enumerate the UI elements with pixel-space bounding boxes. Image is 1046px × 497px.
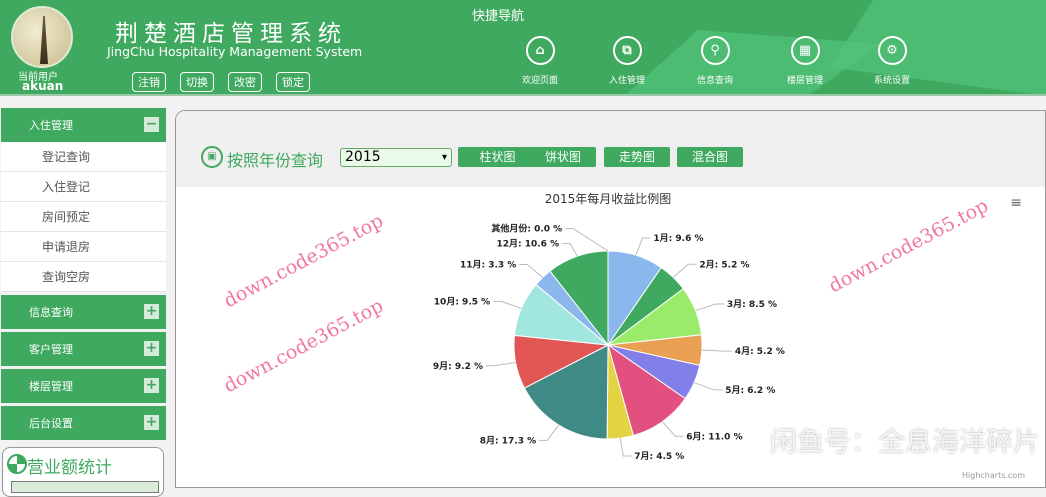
data-label: 5月: 6.2 %	[725, 385, 775, 396]
home-icon: ⌂	[525, 36, 555, 65]
label-connector	[635, 237, 651, 256]
data-label: 12月: 10.6 %	[496, 239, 559, 250]
pie-chart-button[interactable]: 饼状图	[530, 147, 596, 167]
data-label: 11月: 3.3 %	[460, 260, 516, 271]
year-select[interactable]: 2015	[340, 148, 452, 167]
username: akuan	[22, 79, 64, 93]
group-label: 楼层管理	[29, 380, 73, 393]
collapse-icon[interactable]: −	[144, 116, 159, 132]
sidebar-item[interactable]: 登记查询	[1, 142, 166, 172]
mixed-chart-button[interactable]: 混合图	[677, 147, 743, 167]
quick-nav-checkin[interactable]: ⧉ 入住管理	[587, 36, 667, 86]
sidebar-group-admin[interactable]: 后台设置 +	[1, 406, 166, 440]
data-label: 3月: 8.5 %	[727, 299, 777, 310]
expand-icon[interactable]: +	[144, 377, 159, 393]
pie-slice[interactable]	[523, 344, 609, 440]
data-label: 2月: 5.2 %	[699, 259, 749, 270]
nav-label: 信息查询	[696, 76, 733, 86]
group-label: 信息查询	[29, 306, 73, 319]
nav-label: 系统设置	[873, 76, 910, 86]
query-label: 按照年份查询	[227, 151, 324, 170]
logout-button[interactable]: 注销	[132, 72, 166, 92]
nav-label: 入住管理	[608, 76, 645, 86]
current-user-label: 当前用户	[18, 72, 58, 83]
sidebar-group-checkin[interactable]: 入住管理 −	[1, 108, 166, 142]
trend-chart-button[interactable]: 走势图	[604, 147, 670, 167]
data-label: 9月: 9.2 %	[433, 361, 483, 372]
sidebar-group-customer[interactable]: 客户管理 +	[1, 332, 166, 366]
nav-label: 楼层管理	[786, 76, 823, 86]
checkin-icon: ⧉	[612, 36, 642, 65]
calendar-icon: ▣	[201, 146, 223, 168]
label-connector	[619, 438, 632, 457]
quick-nav-info[interactable]: ⚲ 信息查询	[675, 36, 755, 86]
app-subtitle: JingChu Hospitality Management System	[107, 44, 363, 59]
switch-user-button[interactable]: 切换	[180, 72, 214, 92]
nav-label: 欢迎页面	[521, 76, 558, 86]
sidebar-item[interactable]: 申请退房	[1, 232, 166, 262]
label-connector	[695, 303, 724, 312]
chart-credits[interactable]: Highcharts.com	[962, 471, 1025, 480]
stats-title: 营业额统计	[27, 458, 112, 478]
sidebar-group-floor[interactable]: 楼层管理 +	[1, 369, 166, 403]
chart-title: 2015年每月收益比例图	[545, 191, 672, 206]
data-label: 8月: 17.3 %	[480, 435, 536, 446]
change-password-button[interactable]: 改密	[228, 72, 262, 92]
header: 当前用户 akuan 荆楚酒店管理系统 JingChu Hospitality …	[0, 0, 1046, 96]
data-label: 7月: 4.5 %	[634, 451, 684, 462]
pie-icon	[7, 454, 27, 474]
expand-icon[interactable]: +	[144, 303, 159, 319]
watermark: 闲鱼号：全息海洋碎片	[770, 427, 1040, 458]
expand-icon[interactable]: +	[144, 340, 159, 356]
query-bar: ▣ 按照年份查询 2015 柱状图 饼状图 走势图 混合图	[176, 111, 1045, 187]
sidebar-group-info[interactable]: 信息查询 +	[1, 295, 166, 329]
data-label: 6月: 11.0 %	[686, 431, 742, 442]
sidebar-item[interactable]: 入住登记	[1, 172, 166, 202]
lock-button[interactable]: 锁定	[276, 72, 310, 92]
search-icon: ⚲	[700, 36, 730, 65]
quick-nav-floor[interactable]: ▦ 楼层管理	[765, 36, 845, 86]
label-connector	[562, 243, 578, 257]
bar-chart-button[interactable]: 柱状图	[458, 147, 537, 167]
quick-nav-title: 快捷导航	[472, 9, 525, 24]
sidebar-item[interactable]: 查询空房	[1, 262, 166, 292]
quick-nav-settings[interactable]: ⚙ 系统设置	[852, 36, 932, 86]
menu-icon[interactable]: ≡	[1010, 195, 1022, 211]
quick-nav-welcome[interactable]: ⌂ 欢迎页面	[500, 36, 580, 86]
avatar[interactable]	[11, 6, 73, 68]
app-title: 荆楚酒店管理系统	[115, 21, 347, 47]
expand-icon[interactable]: +	[144, 414, 159, 430]
label-connector	[493, 300, 522, 309]
data-label: 其他月份: 0.0 %	[491, 223, 562, 235]
sidebar-item[interactable]: 房间预定	[1, 202, 166, 232]
label-connector	[662, 421, 684, 437]
label-connector	[672, 263, 697, 278]
label-connector	[701, 349, 732, 352]
data-label: 4月: 5.2 %	[735, 346, 785, 357]
grid-icon: ▦	[790, 36, 820, 65]
label-connector	[693, 382, 723, 391]
label-connector	[539, 424, 560, 441]
data-label: 1月: 9.6 %	[653, 233, 703, 244]
sidebar: 入住管理 − 登记查询 入住登记 房间预定 申请退房 查询空房 信息查询 + 客户管…	[1, 108, 166, 443]
gear-icon: ⚙	[877, 36, 907, 65]
label-connector	[565, 228, 609, 252]
group-label: 客户管理	[29, 343, 73, 356]
group-label: 入住管理	[29, 119, 73, 132]
label-connector	[486, 361, 516, 367]
group-label: 后台设置	[29, 417, 73, 430]
data-label: 10月: 9.5 %	[434, 296, 490, 307]
label-connector	[519, 264, 543, 278]
